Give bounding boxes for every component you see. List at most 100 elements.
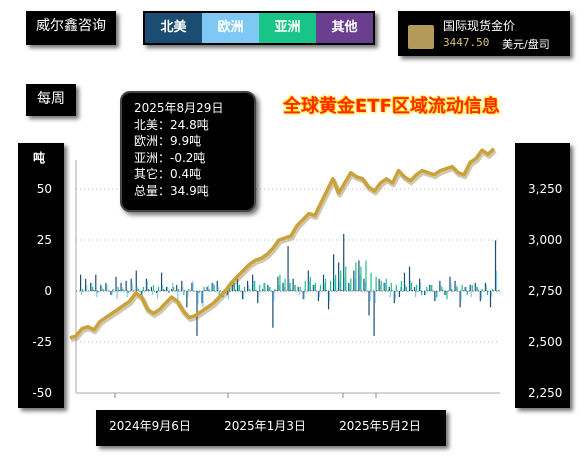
bar-亚洲-70: [436, 291, 438, 298]
tab-europe[interactable]: 欧洲: [202, 13, 259, 43]
gold-price-panel: 国际现货金价 3447.50 美元/盘司: [398, 11, 570, 56]
brand-label: 威尔鑫咨询: [26, 11, 116, 45]
bar-北美-65: [408, 266, 411, 291]
bar-欧洲-72: [445, 291, 447, 296]
bar-亚洲-49: [329, 280, 332, 291]
bar-北美-56: [363, 278, 365, 291]
bar-北美-37: [267, 284, 269, 291]
bar-亚洲-1: [87, 291, 89, 292]
bar-欧洲-10: [131, 282, 133, 291]
bar-北美-82: [494, 240, 497, 291]
bar-北美-27: [216, 280, 218, 291]
tooltip: 2025年8月29日 北美：24.8吨 欧洲：9.9吨 亚洲：-0.2吨 其它：…: [120, 91, 256, 212]
bar-亚洲-71: [441, 286, 443, 291]
bar-欧洲-63: [399, 286, 402, 291]
bar-欧洲-76: [465, 286, 467, 291]
bar-其他-6: [113, 291, 115, 292]
bar-其他-71: [442, 290, 444, 291]
bar-欧洲-27: [217, 286, 219, 291]
bar-北美-77: [469, 284, 471, 291]
bar-其他-35: [260, 291, 262, 292]
bar-北美-6: [110, 291, 112, 296]
bar-亚洲-9: [127, 291, 129, 294]
y2-tick-label: 2,500: [528, 335, 562, 349]
bar-北美-22: [191, 282, 193, 291]
bar-其他-47: [320, 291, 323, 292]
bar-其他-38: [275, 290, 277, 291]
bar-其他-65: [411, 289, 414, 291]
tab-asia[interactable]: 亚洲: [259, 13, 316, 43]
bar-亚洲-69: [431, 284, 433, 291]
bar-欧洲-40: [283, 286, 285, 291]
bar-其他-26: [214, 291, 216, 292]
bar-欧洲-49: [328, 291, 331, 302]
bar-北美-60: [383, 282, 385, 291]
bar-北美-68: [424, 291, 426, 296]
bar-亚洲-65: [410, 282, 413, 291]
bar-北美-71: [439, 280, 441, 291]
tab-north-america[interactable]: 北美: [145, 13, 202, 43]
bar-其他-45: [310, 290, 312, 291]
bar-北美-0: [80, 274, 82, 291]
bar-其他-15: [158, 291, 161, 292]
bar-欧洲-7: [116, 291, 118, 300]
bar-北美-47: [317, 291, 320, 302]
y-tick-label: 0: [44, 284, 52, 298]
bar-亚洲-46: [314, 282, 316, 291]
bar-其他-25: [209, 291, 211, 292]
bar-欧洲-16: [161, 284, 164, 291]
gold-price-swatch: [408, 25, 434, 49]
bar-亚洲-0: [82, 288, 84, 291]
bar-亚洲-75: [461, 284, 463, 291]
bar-亚洲-4: [102, 288, 104, 291]
tab-other[interactable]: 其他: [316, 13, 373, 43]
bar-亚洲-77: [471, 284, 473, 291]
bar-北美-7: [115, 276, 117, 291]
bar-欧洲-38: [273, 291, 275, 302]
bar-欧洲-66: [414, 291, 417, 298]
bar-亚洲-51: [340, 270, 342, 291]
y-axis-unit: 吨: [33, 150, 45, 165]
bar-北美-53: [348, 282, 350, 291]
bar-亚洲-15: [157, 286, 160, 291]
y2-tick-label: 2,750: [528, 284, 562, 298]
bar-亚洲-41: [289, 282, 291, 291]
bar-亚洲-21: [188, 288, 190, 291]
bar-欧洲-64: [404, 284, 407, 291]
bar-亚洲-54: [355, 262, 357, 291]
bar-其他-50: [336, 291, 338, 292]
bar-其他-66: [417, 291, 419, 292]
bar-欧洲-43: [298, 291, 300, 296]
bar-亚洲-19: [178, 288, 180, 291]
bar-亚洲-60: [385, 278, 387, 291]
bar-北美-74: [454, 280, 456, 291]
bar-亚洲-78: [476, 286, 478, 291]
period-label[interactable]: 每周: [26, 84, 76, 116]
bar-其他-79: [482, 291, 484, 292]
bar-其他-67: [422, 291, 424, 292]
bar-其他-32: [244, 291, 247, 292]
bar-亚洲-62: [395, 284, 397, 291]
bar-北美-62: [393, 291, 395, 304]
bar-欧洲-6: [111, 291, 113, 296]
bar-北美-39: [277, 276, 279, 291]
bar-北美-63: [398, 291, 400, 298]
bar-北美-19: [176, 284, 178, 291]
bar-欧洲-17: [167, 286, 169, 291]
bar-欧洲-26: [212, 282, 214, 291]
bar-北美-80: [484, 282, 487, 291]
bar-亚洲-67: [421, 291, 423, 296]
bar-欧洲-82: [495, 270, 498, 291]
bar-北美-21: [186, 291, 188, 308]
bar-亚洲-35: [259, 284, 261, 291]
gold-price-unit: 美元/盘司: [502, 38, 550, 51]
bar-北美-81: [489, 291, 492, 308]
chart-title: 全球黄金ETF区域流动信息: [283, 96, 500, 117]
bar-北美-67: [419, 278, 421, 291]
bar-亚洲-38: [274, 288, 276, 291]
bar-北美-9: [125, 280, 127, 291]
x-tick-label: 2024年9月6日: [109, 419, 191, 433]
bar-其他-12: [143, 291, 145, 292]
bar-欧洲-11: [136, 286, 138, 291]
bar-欧洲-9: [126, 291, 128, 298]
